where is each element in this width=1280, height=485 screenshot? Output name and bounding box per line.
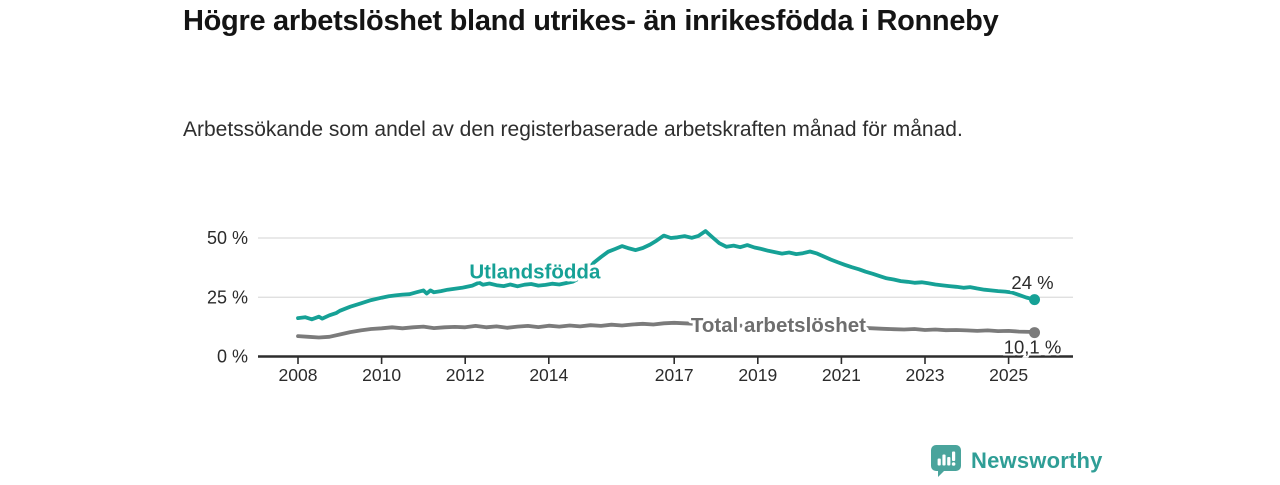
endpoint-dot xyxy=(1029,327,1041,339)
x-tick-label: 2021 xyxy=(822,365,861,385)
x-tick-label: 2008 xyxy=(279,365,318,385)
x-tick-label: 2023 xyxy=(906,365,945,385)
y-tick-label: 0 % xyxy=(217,347,248,367)
newsworthy-logo-icon xyxy=(931,445,961,477)
x-tick-label: 2014 xyxy=(529,365,568,385)
x-tick-label: 2010 xyxy=(362,365,401,385)
series-label: Total arbetslöshet xyxy=(691,314,866,337)
end-value-label: 10,1 % xyxy=(1004,337,1062,358)
chart-subtitle: Arbetssökande som andel av den registerb… xyxy=(183,118,963,141)
x-tick-label: 2017 xyxy=(655,365,694,385)
x-tick-label: 2025 xyxy=(989,365,1028,385)
series-line-total-arbetsl-shet xyxy=(296,320,1037,340)
x-tick-label: 2012 xyxy=(446,365,485,385)
x-tick-label: 2019 xyxy=(738,365,777,385)
page-title: Högre arbetslöshet bland utrikes- än inr… xyxy=(183,5,999,37)
brand-wordmark: Newsworthy xyxy=(971,448,1103,473)
y-tick-label: 25 % xyxy=(207,287,248,307)
series-line-utlandsf-dda xyxy=(296,229,1037,322)
branding-footer: Newsworthy xyxy=(931,445,1103,477)
endpoint-dot xyxy=(1029,294,1041,306)
end-value-label: 24 % xyxy=(1011,272,1053,293)
series-label: Utlandsfödda xyxy=(469,260,601,283)
y-tick-label: 50 % xyxy=(207,228,248,248)
